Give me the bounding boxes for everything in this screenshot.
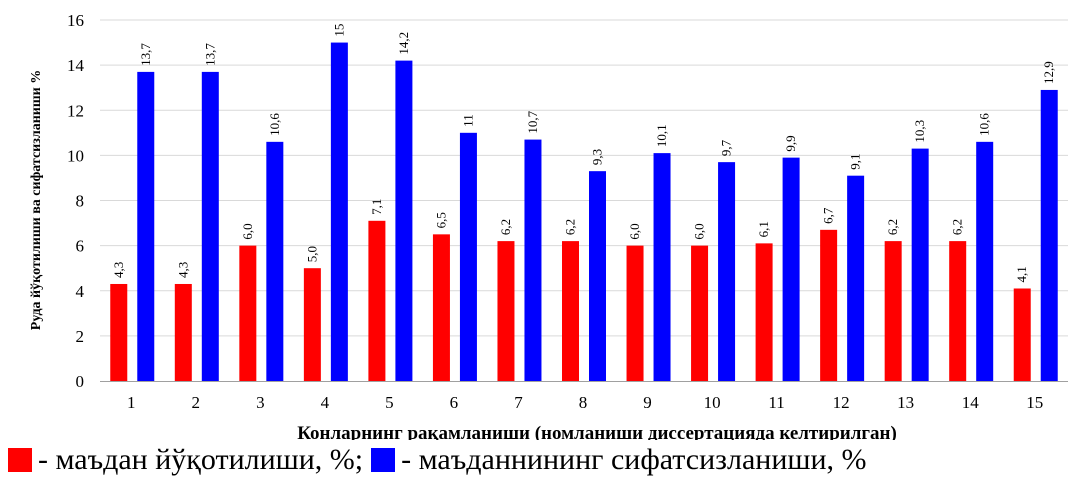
bar-ore-loss bbox=[497, 241, 515, 381]
data-label-ore-dilution: 9,3 bbox=[590, 149, 605, 165]
bar-ore-loss bbox=[1013, 288, 1031, 381]
data-label-ore-loss: 6,2 bbox=[950, 219, 965, 235]
data-label-ore-dilution: 9,7 bbox=[719, 139, 734, 156]
x-tick-label: 4 bbox=[321, 393, 330, 412]
data-label-ore-loss: 6,0 bbox=[692, 223, 707, 239]
data-label-ore-dilution: 9,1 bbox=[848, 153, 863, 169]
x-tick-label: 6 bbox=[450, 393, 459, 412]
x-tick-label: 2 bbox=[192, 393, 201, 412]
x-tick-label: 5 bbox=[385, 393, 394, 412]
y-tick-label: 6 bbox=[76, 237, 85, 256]
data-label-ore-dilution: 10,1 bbox=[654, 124, 669, 147]
bar-ore-dilution bbox=[266, 141, 284, 381]
bar-ore-dilution bbox=[589, 171, 606, 381]
data-label-ore-dilution: 10,7 bbox=[525, 110, 540, 133]
bar-ore-loss bbox=[884, 241, 902, 381]
y-tick-label: 14 bbox=[67, 56, 85, 75]
bar-ore-loss bbox=[691, 245, 709, 381]
bar-ore-dilution bbox=[137, 71, 155, 382]
legend-swatch-blue bbox=[371, 448, 396, 472]
bar-ore-dilution bbox=[395, 60, 413, 382]
bar-ore-loss bbox=[110, 283, 128, 381]
data-label-ore-loss: 4,3 bbox=[111, 262, 126, 278]
bars bbox=[110, 42, 1058, 382]
bar-ore-dilution bbox=[1040, 89, 1058, 381]
data-label-ore-loss: 4,1 bbox=[1014, 266, 1029, 282]
data-label-ore-dilution: 15 bbox=[331, 24, 346, 37]
data-label-ore-dilution: 10,6 bbox=[267, 113, 282, 136]
bar-ore-dilution bbox=[653, 153, 671, 381]
x-tick-label: 15 bbox=[1026, 393, 1043, 412]
x-tick-label: 3 bbox=[256, 393, 265, 412]
y-tick-label: 4 bbox=[76, 282, 85, 301]
y-axis-title: Руда йўқотилиши ва сифатсизланиши % bbox=[29, 70, 44, 330]
data-label-ore-dilution: 11 bbox=[460, 114, 475, 127]
bar-ore-loss bbox=[755, 243, 773, 381]
x-tick-label: 12 bbox=[833, 393, 850, 412]
y-tick-label: 8 bbox=[76, 192, 85, 211]
legend-item-ore-loss: - маъдан йўқотилиши, %; bbox=[8, 443, 363, 477]
bar-ore-loss bbox=[820, 229, 838, 381]
bar-ore-dilution bbox=[330, 42, 348, 381]
data-label-ore-loss: 6,0 bbox=[240, 223, 255, 239]
y-tick-label: 2 bbox=[76, 327, 85, 346]
legend-label-ore-loss: - маъдан йўқотилиши, %; bbox=[38, 443, 364, 476]
data-labels: 4,3 4,3 6,0 5,0 7,1 6,5 6,2 6,2 6,0 6,0 6,1 6,7 6,2 6… bbox=[111, 24, 1056, 283]
data-label-ore-loss: 6,2 bbox=[885, 219, 900, 235]
legend-swatch-red bbox=[8, 448, 32, 472]
bar-ore-loss bbox=[626, 245, 644, 381]
data-label-ore-loss: 6,1 bbox=[756, 221, 771, 237]
data-label-ore-loss: 5,0 bbox=[304, 246, 319, 262]
bar-ore-dilution bbox=[911, 148, 929, 381]
legend-item-ore-dilution: - маъданнининг сифатсизланиши, % bbox=[371, 443, 867, 477]
data-label-ore-loss: 7,1 bbox=[369, 199, 384, 215]
data-label-ore-loss: 6,5 bbox=[433, 212, 448, 228]
y-tick-label: 16 bbox=[67, 11, 84, 30]
x-tick-label: 9 bbox=[643, 393, 652, 412]
bar-ore-loss bbox=[949, 241, 967, 381]
bar-ore-loss bbox=[368, 220, 386, 381]
x-tick-label: 7 bbox=[514, 393, 523, 412]
legend: - маъдан йўқотилиши, %; - маъданнининг с… bbox=[8, 440, 867, 480]
y-tick-label: 10 bbox=[67, 146, 84, 165]
y-tick-label: 0 bbox=[76, 372, 85, 391]
data-label-ore-dilution: 12,9 bbox=[1041, 61, 1056, 84]
x-tick-label: 10 bbox=[704, 393, 721, 412]
x-tick-label: 13 bbox=[897, 393, 914, 412]
data-label-ore-dilution: 10,3 bbox=[912, 120, 927, 143]
y-axis-ticks: 0 2 4 6 8 10 12 14 16 bbox=[67, 11, 85, 391]
gridlines bbox=[100, 19, 1068, 337]
data-label-ore-dilution: 13,7 bbox=[138, 43, 153, 66]
data-label-ore-loss: 6,2 bbox=[563, 219, 578, 235]
bar-ore-dilution bbox=[782, 157, 800, 381]
bar-ore-loss bbox=[432, 234, 450, 381]
y-tick-label: 12 bbox=[67, 101, 84, 120]
x-axis-ticks: 1 2 3 4 5 6 7 8 9 10 11 12 13 14 15 bbox=[127, 393, 1043, 412]
legend-label-ore-dilution: - маъданнининг сифатсизланиши, % bbox=[401, 443, 867, 476]
bar-ore-loss bbox=[303, 268, 321, 381]
data-label-ore-dilution: 9,9 bbox=[783, 135, 798, 151]
x-tick-label: 1 bbox=[127, 393, 136, 412]
x-tick-label: 11 bbox=[768, 393, 784, 412]
data-label-ore-dilution: 13,7 bbox=[202, 43, 217, 66]
bar-ore-dilution bbox=[847, 175, 865, 381]
bar-ore-dilution bbox=[976, 141, 994, 381]
bar-ore-dilution bbox=[718, 162, 736, 381]
data-label-ore-loss: 6,7 bbox=[821, 207, 836, 224]
data-label-ore-loss: 4,3 bbox=[175, 262, 190, 278]
x-axis-title: Конларнинг рақамланиши (номланиши диссер… bbox=[297, 423, 897, 440]
x-tick-label: 8 bbox=[579, 393, 588, 412]
data-label-ore-loss: 6,0 bbox=[627, 223, 642, 239]
bar-ore-dilution bbox=[459, 132, 477, 381]
bar-ore-loss bbox=[562, 241, 579, 381]
data-label-ore-dilution: 10,6 bbox=[977, 113, 992, 136]
bar-ore-loss bbox=[239, 245, 257, 381]
x-tick-label: 14 bbox=[962, 393, 980, 412]
data-label-ore-loss: 6,2 bbox=[498, 219, 513, 235]
bar-ore-dilution bbox=[524, 139, 542, 381]
bar-ore-dilution bbox=[201, 71, 219, 382]
data-label-ore-dilution: 14,2 bbox=[396, 32, 411, 55]
bar-ore-loss bbox=[174, 283, 192, 381]
